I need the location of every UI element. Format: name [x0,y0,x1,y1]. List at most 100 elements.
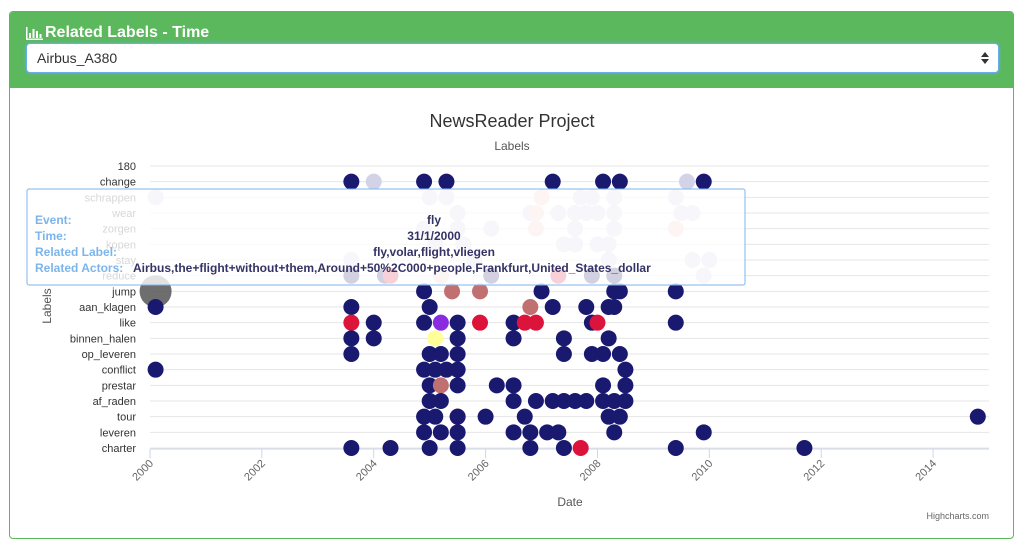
scatter-point[interactable] [416,283,433,300]
scatter-point[interactable] [617,393,634,409]
scatter-point[interactable] [595,377,612,394]
scatter-point[interactable] [416,408,433,425]
scatter-point[interactable] [611,173,628,190]
scatter-point[interactable] [416,361,433,378]
scatter-point[interactable] [427,408,444,425]
scatter-point[interactable] [606,393,623,409]
scatter-point[interactable] [533,283,550,300]
scatter-point[interactable] [416,424,433,441]
scatter-point[interactable] [432,393,449,409]
scatter-point[interactable] [505,314,522,331]
scatter-point[interactable] [416,173,433,190]
scatter-point[interactable] [516,314,533,331]
scatter-point[interactable] [969,408,986,425]
scatter-point[interactable] [678,173,695,190]
scatter-point[interactable] [382,440,399,456]
scatter-point[interactable] [432,424,449,441]
scatter-point[interactable] [667,314,684,331]
scatter-point[interactable] [505,377,522,394]
scatter-point[interactable] [421,377,438,394]
scatter-point[interactable] [343,346,360,362]
scatter-point[interactable] [416,314,433,331]
credits-link[interactable]: Highcharts.com [926,511,989,521]
scatter-point[interactable] [796,440,813,456]
scatter-point[interactable] [695,424,712,441]
scatter-point[interactable] [444,283,461,300]
scatter-point[interactable] [606,299,623,315]
scatter-point[interactable] [544,173,561,190]
event-select[interactable]: Airbus_A380 [26,43,999,73]
scatter-point[interactable] [449,408,466,425]
scatter-point[interactable] [365,330,382,347]
scatter-point[interactable] [343,314,360,331]
scatter-point[interactable] [555,393,572,409]
scatter-point[interactable] [606,424,623,441]
scatter-point[interactable] [505,393,522,409]
scatter-point[interactable] [421,393,438,409]
scatter-point[interactable] [522,299,539,315]
scatter-point[interactable] [595,173,612,190]
scatter-point[interactable] [555,346,572,362]
scatter-point[interactable] [611,283,628,300]
scatter-point[interactable] [421,346,438,362]
scatter-point[interactable] [617,361,634,378]
scatter-point[interactable] [147,299,164,315]
scatter-point[interactable] [583,346,600,362]
scatter-point[interactable] [343,299,360,315]
scatter-point[interactable] [147,361,164,378]
scatter-point[interactable] [438,361,455,378]
scatter-point[interactable] [522,424,539,441]
scatter-point[interactable] [611,346,628,362]
scatter-point[interactable] [472,283,489,300]
scatter-point[interactable] [617,377,634,394]
scatter-point[interactable] [611,408,628,425]
scatter-point[interactable] [589,314,606,331]
scatter-point[interactable] [488,377,505,394]
scatter-point[interactable] [539,424,556,441]
scatter-point[interactable] [572,440,589,456]
scatter-point[interactable] [505,330,522,347]
scatter-point[interactable] [432,314,449,331]
scatter-point[interactable] [449,377,466,394]
scatter-point[interactable] [449,346,466,362]
scatter-point[interactable] [365,173,382,190]
scatter-point[interactable] [600,330,617,347]
scatter-point[interactable] [600,408,617,425]
scatter-point[interactable] [595,393,612,409]
scatter-point[interactable] [449,314,466,331]
scatter-point[interactable] [421,440,438,456]
scatter-point[interactable] [449,330,466,347]
scatter-point[interactable] [432,346,449,362]
scatter-point[interactable] [365,314,382,331]
scatter-point[interactable] [667,283,684,300]
scatter-point[interactable] [578,299,595,315]
scatter-point[interactable] [449,361,466,378]
scatter-point[interactable] [472,314,489,331]
scatter-point[interactable] [427,330,444,347]
scatter-point[interactable] [544,299,561,315]
scatter-point[interactable] [695,173,712,190]
scatter-point[interactable] [527,314,544,331]
scatter-point[interactable] [343,173,360,190]
scatter-point[interactable] [421,299,438,315]
scatter-point[interactable] [516,408,533,425]
scatter-point[interactable] [522,440,539,456]
scatter-point[interactable] [667,440,684,456]
scatter-point[interactable] [427,361,444,378]
scatter-point[interactable] [527,393,544,409]
scatter-point[interactable] [449,424,466,441]
scatter-point[interactable] [505,424,522,441]
scatter-point[interactable] [544,393,561,409]
scatter-point[interactable] [438,173,455,190]
scatter-point[interactable] [343,330,360,347]
scatter-point[interactable] [477,408,494,425]
scatter-point[interactable] [578,393,595,409]
scatter-point[interactable] [595,346,612,362]
scatter-point[interactable] [432,377,449,394]
scatter-point[interactable] [555,330,572,347]
scatter-point[interactable] [343,440,360,456]
scatter-point[interactable] [555,440,572,456]
scatter-point[interactable] [449,440,466,456]
scatter-point[interactable] [550,424,567,441]
